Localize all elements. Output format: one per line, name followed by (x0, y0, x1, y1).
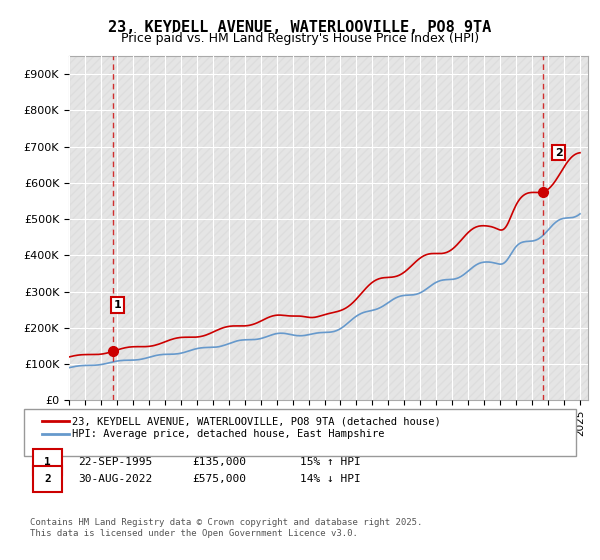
Text: HPI: Average price, detached house, East Hampshire: HPI: Average price, detached house, East… (72, 430, 385, 439)
Text: 1: 1 (113, 300, 121, 310)
Text: 23, KEYDELL AVENUE, WATERLOOVILLE, PO8 9TA (detached house): 23, KEYDELL AVENUE, WATERLOOVILLE, PO8 9… (72, 417, 441, 426)
Text: 30-AUG-2022: 30-AUG-2022 (78, 474, 152, 484)
Text: 23, KEYDELL AVENUE, WATERLOOVILLE, PO8 9TA: 23, KEYDELL AVENUE, WATERLOOVILLE, PO8 9… (109, 20, 491, 35)
Text: 2: 2 (555, 148, 562, 158)
Text: 15% ↑ HPI: 15% ↑ HPI (300, 457, 361, 467)
Text: 1: 1 (44, 457, 51, 467)
Text: 2: 2 (44, 474, 51, 484)
Text: Contains HM Land Registry data © Crown copyright and database right 2025.
This d: Contains HM Land Registry data © Crown c… (30, 518, 422, 538)
Text: 14% ↓ HPI: 14% ↓ HPI (300, 474, 361, 484)
Text: £135,000: £135,000 (192, 457, 246, 467)
Text: Price paid vs. HM Land Registry's House Price Index (HPI): Price paid vs. HM Land Registry's House … (121, 32, 479, 45)
Text: £575,000: £575,000 (192, 474, 246, 484)
Text: 22-SEP-1995: 22-SEP-1995 (78, 457, 152, 467)
